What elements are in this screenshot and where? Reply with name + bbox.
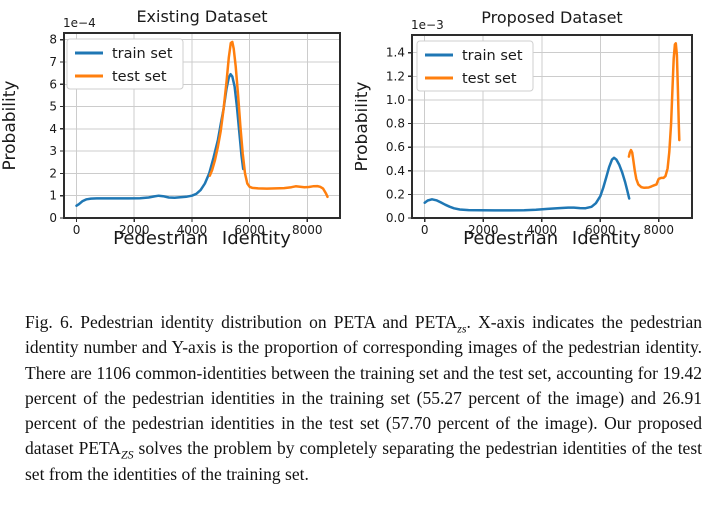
y-tick-label: 7 xyxy=(49,55,57,69)
y-tick-label: 1.2 xyxy=(386,69,405,83)
x-axis-label: Pedestrian Identity xyxy=(113,228,291,249)
legend-label: test set xyxy=(462,71,517,87)
y-tick-label: 0.2 xyxy=(386,187,405,201)
x-axis-label: Pedestrian Identity xyxy=(463,228,641,249)
x-tick-label: 8000 xyxy=(292,223,323,237)
x-tick-label: 8000 xyxy=(644,223,675,237)
plot-border xyxy=(63,32,341,219)
y-tick-label: 5 xyxy=(49,100,57,114)
chart-title: Existing Dataset xyxy=(136,7,267,26)
caption-text-run: Fig. 6. Pedestrian identity distribution… xyxy=(25,312,458,332)
y-tick-label: 0.8 xyxy=(386,117,405,131)
legend: train set test set xyxy=(66,38,184,90)
y-axis-offset-label: 1e−4 xyxy=(63,16,96,30)
x-tick-label: 6000 xyxy=(585,223,616,237)
x-tick-label: 6000 xyxy=(234,223,265,237)
y-tick-label: 0 xyxy=(49,211,57,225)
legend-label: test set xyxy=(112,69,167,85)
y-axis-label: Probability xyxy=(355,82,372,172)
y-tick-label: 8 xyxy=(49,33,57,47)
train-set-line xyxy=(423,156,631,212)
x-tick-label: 2000 xyxy=(468,223,499,237)
x-tick-label: 2000 xyxy=(119,223,150,237)
legend-label: train set xyxy=(112,46,173,62)
y-tick-label: 1.4 xyxy=(386,46,405,60)
y-tick-label: 0.6 xyxy=(386,140,405,154)
chart-existing-dataset: 0 2000 4000 6000 8000 0 1 2 3 4 5 6 7 8 Existing Datas… xyxy=(0,7,341,249)
legend: train set test set xyxy=(416,40,534,92)
y-tick-label: 3 xyxy=(49,144,57,158)
caption-subscript: ZS xyxy=(120,447,134,462)
caption-subscript: zs xyxy=(457,321,467,336)
test-set-line xyxy=(208,40,329,199)
figure-caption: Fig. 6. Pedestrian identity distribution… xyxy=(25,310,702,487)
y-tick-label: 0.4 xyxy=(386,164,405,178)
y-axis-offset-label: 1e−3 xyxy=(411,18,444,32)
y-tick-label: 6 xyxy=(49,77,57,91)
y-tick-label: 4 xyxy=(49,122,57,136)
y-tick-label: 0.0 xyxy=(386,211,405,225)
x-tick-label: 0 xyxy=(73,223,81,237)
y-axis-label: Probability xyxy=(0,81,20,171)
caption-text-run: . X-axis indicates the pedestrian identi… xyxy=(25,312,703,459)
axis-ticks xyxy=(60,39,308,222)
axis-ticks xyxy=(408,52,660,222)
test-set-line xyxy=(627,42,681,190)
x-tick-label: 4000 xyxy=(177,223,208,237)
x-tick-label: 0 xyxy=(421,223,429,237)
train-set-line xyxy=(75,72,245,207)
chart-title: Proposed Dataset xyxy=(481,8,622,27)
caption-text-run: solves the problem by completely separat… xyxy=(25,438,702,484)
legend-label: train set xyxy=(462,48,523,64)
chart-proposed-dataset: 0 2000 4000 6000 8000 0.0 0.2 0.4 0.6 0.8 1.0 1.2 1.… xyxy=(355,8,693,249)
x-tick-label: 4000 xyxy=(526,223,557,237)
y-tick-label: 1 xyxy=(49,189,57,203)
y-tick-label: 1.0 xyxy=(386,93,405,107)
y-tick-label: 2 xyxy=(49,166,57,180)
plot-border xyxy=(411,34,693,219)
